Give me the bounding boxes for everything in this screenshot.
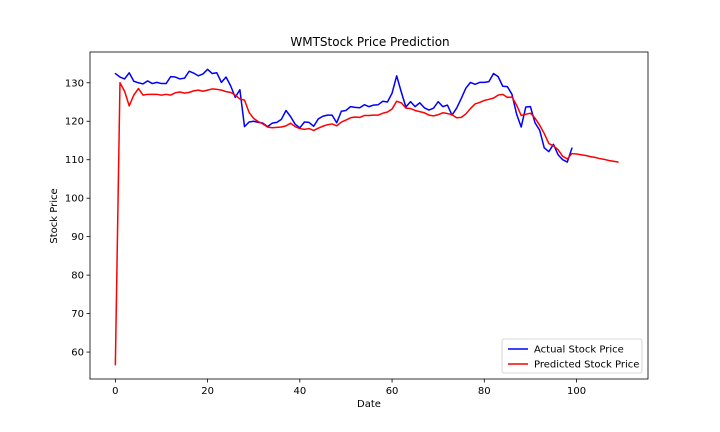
legend-label-predicted: Predicted Stock Price — [534, 360, 639, 371]
y-tick-label: 110 — [65, 155, 84, 166]
series-line-actual — [114, 68, 573, 163]
legend-label-actual: Actual Stock Price — [534, 345, 624, 356]
y-axis-label: Stock Price — [49, 188, 60, 243]
y-tick-label: 100 — [65, 194, 84, 205]
y-tick-label: 130 — [65, 78, 84, 89]
plot-area: 0 20 40 60 80 100 60 70 80 90 100 110 120 130 — [65, 51, 649, 397]
chart-title: WMTStock Price Prediction — [290, 35, 449, 49]
y-tick-label: 70 — [71, 309, 84, 320]
series-line-predicted — [114, 82, 619, 366]
x-tick-label: 40 — [293, 386, 306, 397]
x-tick-label: 0 — [112, 386, 118, 397]
x-axis-label: Date — [357, 399, 381, 410]
y-tick-label: 90 — [71, 232, 84, 243]
chart-legend: Actual Stock Price Predicted Stock Price — [501, 338, 643, 374]
axes-frame — [89, 51, 649, 380]
legend-box — [501, 338, 643, 374]
x-tick-label: 60 — [386, 386, 399, 397]
x-tick-label: 80 — [478, 386, 491, 397]
x-tick-label: 20 — [201, 386, 214, 397]
y-tick-label: 60 — [71, 348, 84, 359]
x-tick-label: 100 — [567, 386, 586, 397]
y-tick-label: 80 — [71, 271, 84, 282]
y-tick-label: 120 — [65, 117, 84, 128]
